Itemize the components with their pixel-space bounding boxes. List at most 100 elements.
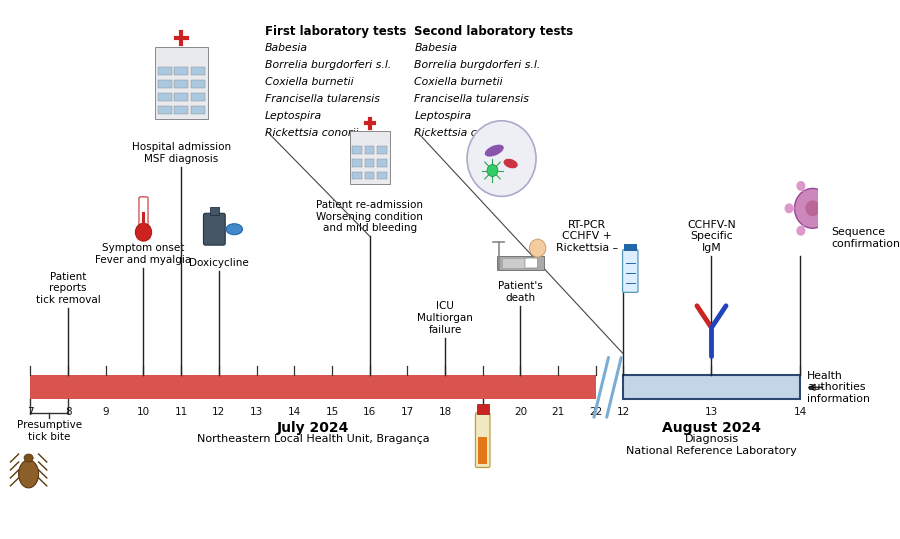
- Text: 8: 8: [65, 407, 71, 417]
- Text: 22: 22: [590, 407, 602, 417]
- Circle shape: [820, 226, 829, 236]
- Circle shape: [467, 121, 536, 196]
- Text: Leptospira: Leptospira: [414, 111, 472, 121]
- Text: Symptom onset
Fever and myalgia: Symptom onset Fever and myalgia: [95, 244, 192, 265]
- Text: 18: 18: [438, 407, 452, 417]
- Ellipse shape: [19, 460, 39, 488]
- Text: Presumptive
tick bite: Presumptive tick bite: [17, 420, 82, 442]
- Bar: [502, 258, 536, 268]
- Ellipse shape: [226, 224, 242, 234]
- Text: Patient re-admission
Worsening condition
and mild bleeding: Patient re-admission Worsening condition…: [316, 200, 423, 233]
- Circle shape: [832, 203, 841, 213]
- Circle shape: [795, 189, 831, 228]
- Text: First laboratory tests: First laboratory tests: [265, 25, 406, 38]
- Circle shape: [806, 201, 820, 216]
- Ellipse shape: [485, 144, 504, 157]
- Text: Patient's
death: Patient's death: [498, 281, 543, 303]
- Text: Borrelia burgdorferi s.l.: Borrelia burgdorferi s.l.: [414, 60, 541, 70]
- Bar: [377, 158, 387, 167]
- FancyBboxPatch shape: [139, 197, 148, 234]
- Circle shape: [785, 203, 794, 213]
- Bar: [158, 106, 172, 114]
- Text: Health
authorities
information: Health authorities information: [807, 371, 870, 404]
- Bar: [158, 93, 172, 101]
- Text: Coxiella burnetii: Coxiella burnetii: [265, 77, 353, 87]
- Bar: [353, 146, 362, 154]
- Bar: [377, 171, 387, 179]
- Bar: [623, 376, 800, 399]
- Circle shape: [135, 223, 152, 241]
- FancyBboxPatch shape: [525, 258, 537, 268]
- Bar: [478, 437, 487, 465]
- Text: 21: 21: [552, 407, 564, 417]
- Bar: [364, 146, 374, 154]
- Text: 12: 12: [616, 407, 630, 417]
- Text: Coxiella burnetii: Coxiella burnetii: [414, 77, 503, 87]
- Text: Patient
reports
tick removal: Patient reports tick removal: [36, 272, 101, 305]
- Text: 15: 15: [325, 407, 338, 417]
- Text: Borrelia burgdorferi s.l.: Borrelia burgdorferi s.l.: [265, 60, 391, 70]
- Circle shape: [487, 164, 498, 176]
- Text: RT-PCR
CCHFV +
Rickettsia –: RT-PCR CCHFV + Rickettsia –: [556, 220, 618, 253]
- Text: National Reference Laboratory: National Reference Laboratory: [626, 446, 796, 456]
- Bar: [31, 376, 596, 399]
- Bar: [624, 244, 636, 251]
- Bar: [158, 80, 172, 88]
- Text: 10: 10: [137, 407, 150, 417]
- Text: CCHFV-N
Specific
IgM: CCHFV-N Specific IgM: [687, 220, 736, 253]
- Text: Diagnosis: Diagnosis: [684, 434, 739, 444]
- Bar: [364, 171, 374, 179]
- Bar: [191, 106, 205, 114]
- Text: 19: 19: [476, 407, 490, 417]
- Bar: [353, 158, 362, 167]
- Text: Rickettsia conorii: Rickettsia conorii: [414, 128, 508, 138]
- Bar: [497, 256, 544, 270]
- Bar: [191, 93, 205, 101]
- Text: August 2024: August 2024: [662, 421, 761, 435]
- Bar: [141, 212, 145, 232]
- Text: July 2024: July 2024: [277, 421, 349, 435]
- Bar: [210, 208, 219, 215]
- FancyBboxPatch shape: [203, 213, 225, 245]
- Text: Francisella tularensis: Francisella tularensis: [414, 94, 529, 104]
- Circle shape: [796, 226, 806, 236]
- Bar: [155, 47, 208, 119]
- Bar: [353, 171, 362, 179]
- Text: 11: 11: [175, 407, 188, 417]
- Text: Sequence
confirmation: Sequence confirmation: [832, 227, 900, 249]
- Ellipse shape: [503, 159, 517, 168]
- Bar: [175, 80, 188, 88]
- Text: Second laboratory tests: Second laboratory tests: [414, 25, 573, 38]
- Text: Babesia: Babesia: [414, 43, 457, 53]
- Text: 17: 17: [400, 407, 414, 417]
- Text: Hospital admission
MSF diagnosis: Hospital admission MSF diagnosis: [131, 142, 230, 163]
- Text: 12: 12: [212, 407, 226, 417]
- Bar: [377, 146, 387, 154]
- Circle shape: [796, 181, 806, 191]
- Text: Rickettsia conorii: Rickettsia conorii: [265, 128, 358, 138]
- Text: ICU
Multiorgan
failure: ICU Multiorgan failure: [417, 301, 473, 335]
- Bar: [350, 131, 390, 184]
- Bar: [477, 404, 489, 414]
- Text: 9: 9: [103, 407, 109, 417]
- Bar: [827, 407, 882, 429]
- Text: Francisella tularensis: Francisella tularensis: [265, 94, 380, 104]
- Text: 14: 14: [793, 407, 806, 417]
- Bar: [191, 80, 205, 88]
- Text: 14: 14: [288, 407, 301, 417]
- Bar: [364, 158, 374, 167]
- Text: 20: 20: [514, 407, 527, 417]
- Bar: [191, 67, 205, 75]
- Text: 13: 13: [705, 407, 718, 417]
- Text: Northeastern Local Health Unit, Bragança: Northeastern Local Health Unit, Bragança: [197, 434, 429, 444]
- Text: Leptospira: Leptospira: [265, 111, 321, 121]
- Bar: [175, 93, 188, 101]
- Text: Babesia: Babesia: [265, 43, 308, 53]
- Text: Doxicycline: Doxicycline: [189, 258, 248, 268]
- Bar: [158, 67, 172, 75]
- Ellipse shape: [24, 454, 33, 462]
- Text: 16: 16: [363, 407, 376, 417]
- Text: 7: 7: [27, 407, 33, 417]
- Text: 13: 13: [250, 407, 263, 417]
- FancyBboxPatch shape: [623, 250, 638, 292]
